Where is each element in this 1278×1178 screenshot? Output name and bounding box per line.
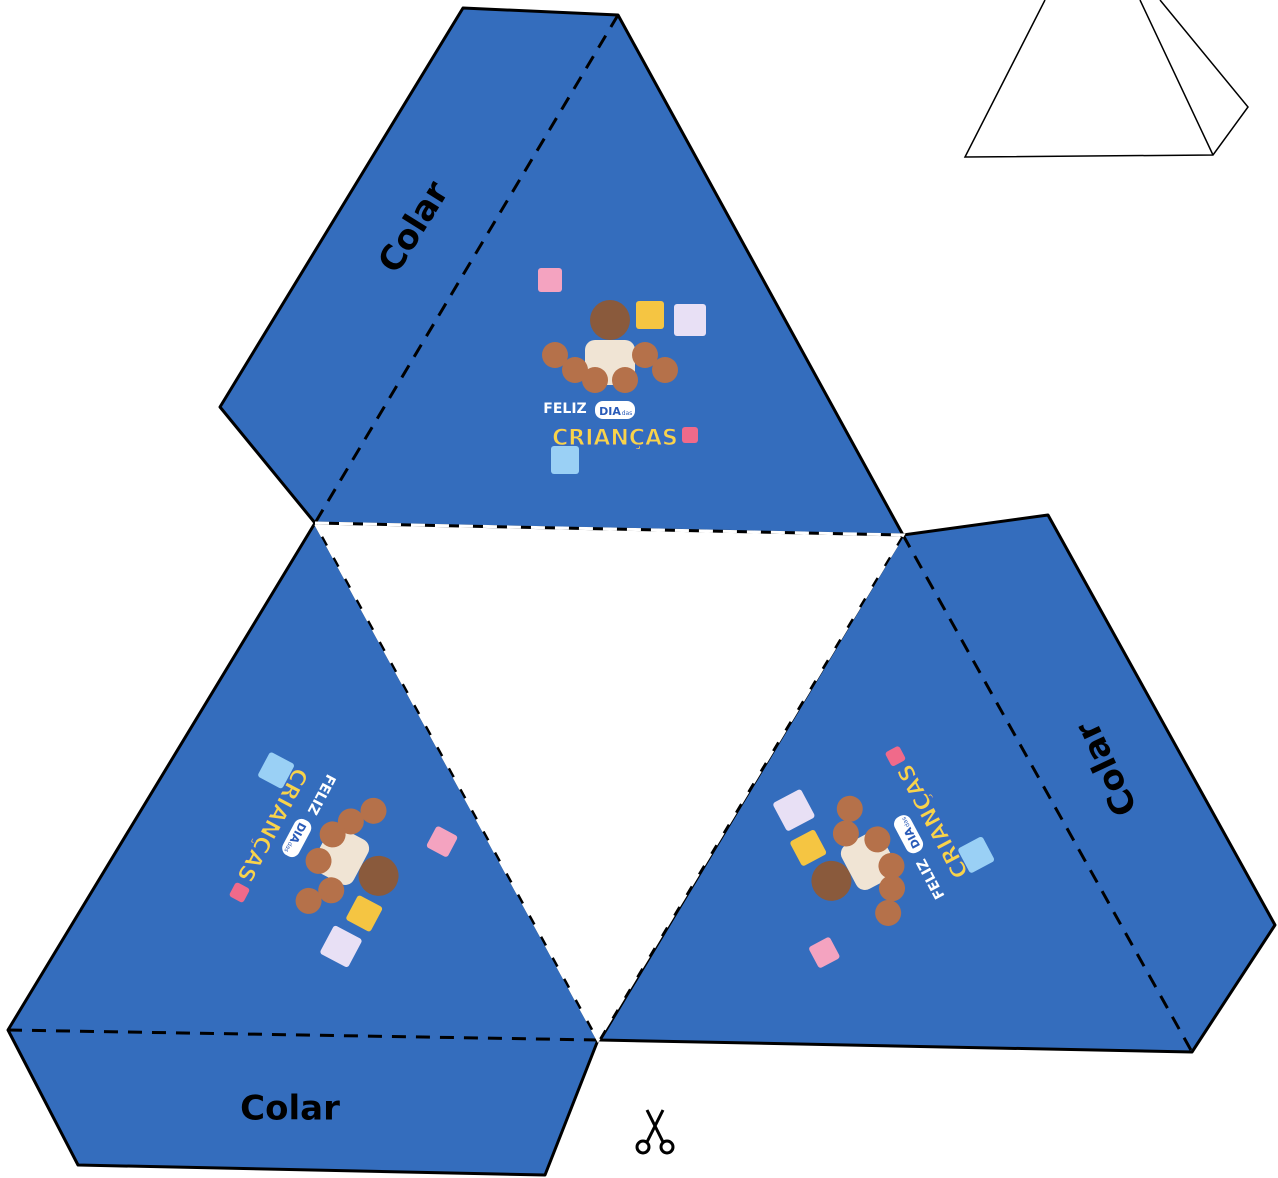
illustration-text: FELIZ [543, 401, 586, 417]
decoration [426, 826, 458, 857]
figure [836, 795, 863, 822]
decoration [790, 829, 827, 866]
decoration [229, 882, 250, 903]
figure [318, 877, 345, 904]
badge [595, 401, 635, 419]
figure [879, 875, 906, 902]
right-face [598, 513, 1277, 1054]
scissors-icon [635, 1109, 675, 1155]
figure [319, 821, 346, 848]
fold-line [313, 14, 620, 524]
illustration-text: CRIANÇAS [552, 426, 678, 451]
figure [632, 342, 658, 368]
decoration [538, 268, 562, 292]
figure [582, 367, 608, 393]
figure [832, 820, 859, 847]
glue-label: Colar [240, 1089, 340, 1129]
figure [542, 342, 568, 368]
decoration [682, 427, 698, 443]
illustration-text: DIA [599, 405, 621, 418]
decoration [258, 752, 294, 789]
fold-line [7, 1028, 599, 1042]
decoration [674, 304, 706, 336]
badge [894, 815, 924, 854]
figure [358, 855, 399, 896]
badge [282, 818, 312, 858]
figure [878, 852, 905, 879]
illustration-text: das [282, 841, 293, 854]
figure [864, 826, 891, 853]
figure [305, 847, 332, 874]
figure [612, 367, 638, 393]
fold-line [313, 521, 906, 1044]
illustration-text: das [622, 410, 633, 417]
figure [295, 887, 322, 914]
decoration [809, 937, 840, 968]
decoration [346, 895, 383, 932]
figure [337, 808, 364, 835]
decoration [636, 301, 664, 329]
fold-line [901, 534, 1194, 1053]
figure [562, 357, 588, 383]
decoration [320, 925, 362, 968]
decoration [958, 836, 995, 873]
figure [652, 357, 678, 383]
decoration [885, 746, 906, 766]
figure [590, 300, 630, 340]
figure [811, 860, 852, 901]
decoration [773, 789, 815, 831]
pyramid-sketch [963, 0, 1249, 158]
figure [360, 797, 387, 824]
center-hole [317, 525, 901, 1038]
figure [875, 899, 902, 926]
illustration-text: das [900, 816, 911, 829]
decoration [551, 446, 579, 474]
